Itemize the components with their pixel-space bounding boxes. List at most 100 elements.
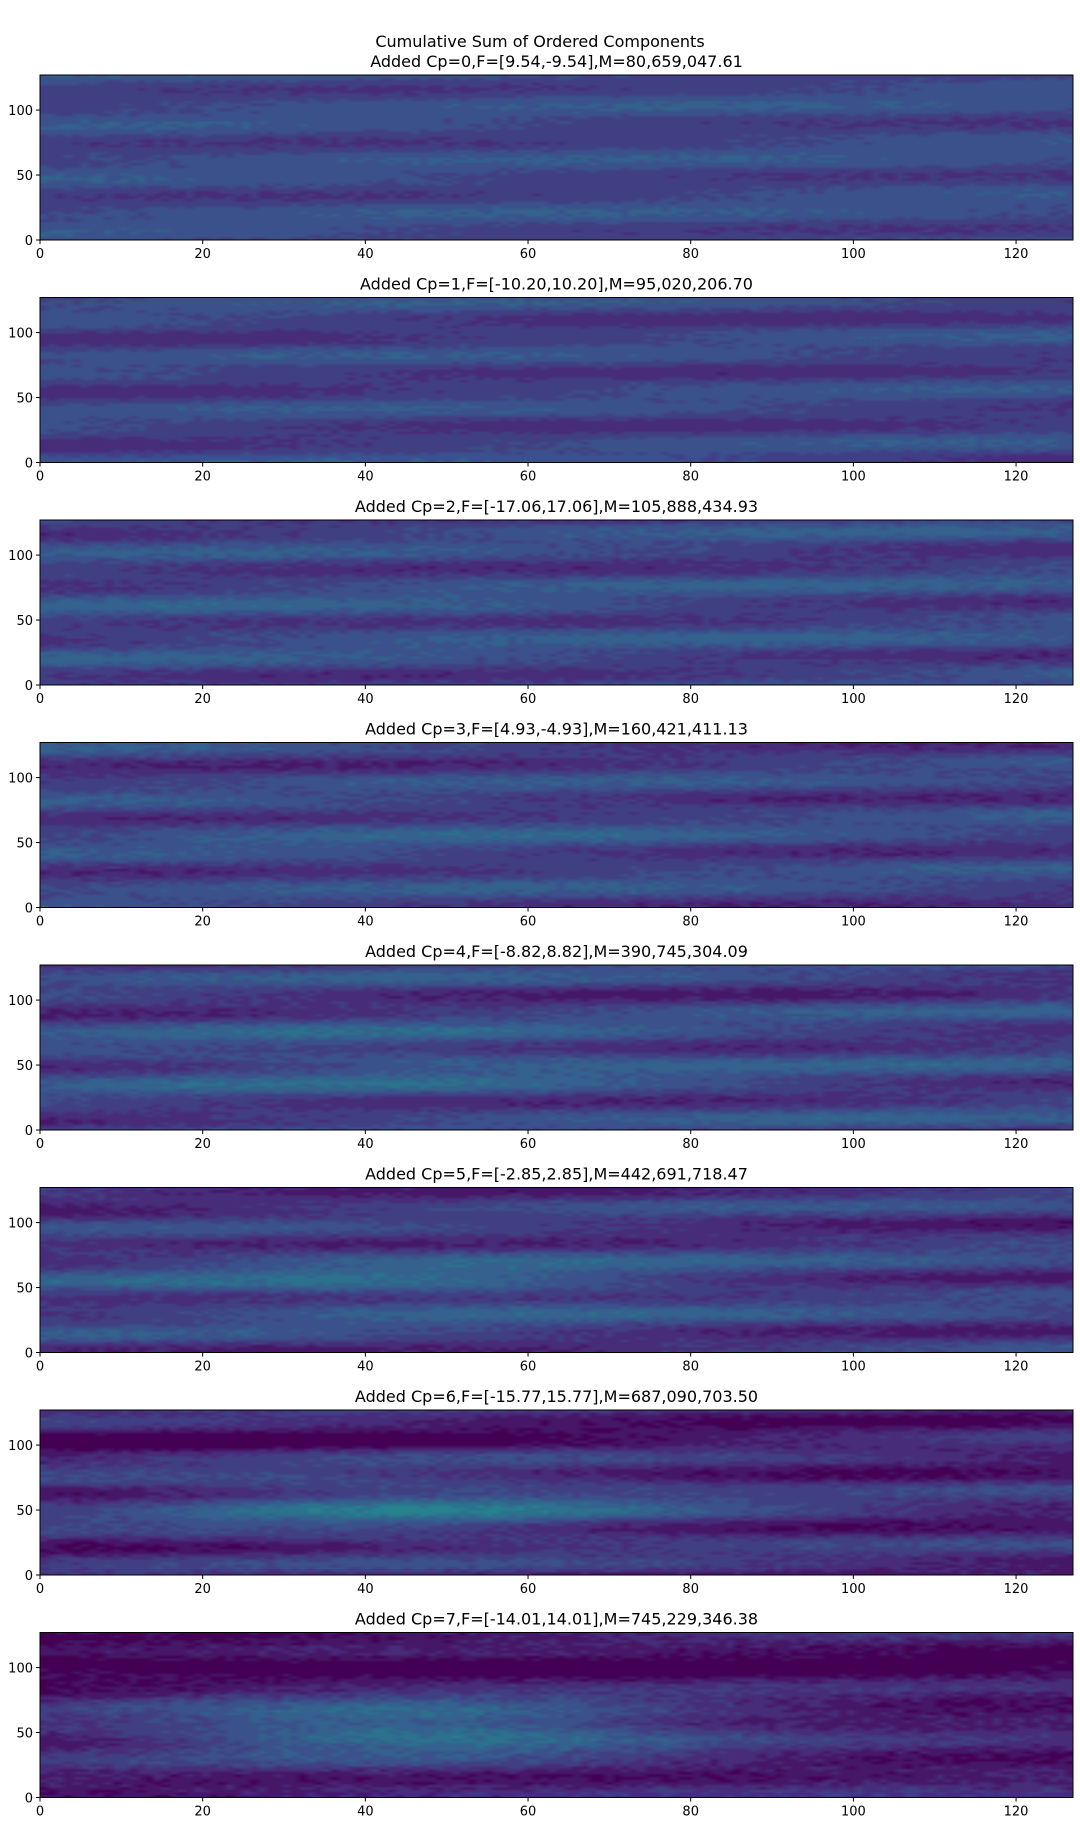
- y-tick-label: 50: [16, 837, 33, 852]
- y-tick-label: 0: [25, 1124, 33, 1139]
- y-tick-label: 100: [8, 1439, 33, 1454]
- y-tick-label: 0: [25, 1792, 33, 1807]
- subplot-title: Added Cp=5,F=[-2.85,2.85],M=442,691,718.…: [365, 1165, 748, 1184]
- subplot-title: Added Cp=1,F=[-10.20,10.20],M=95,020,206…: [360, 275, 753, 294]
- y-tick-label: 50: [16, 392, 33, 407]
- heatmap-image: [40, 965, 1073, 1130]
- y-tick-label: 100: [8, 327, 33, 342]
- x-tick-label: 120: [1004, 915, 1029, 930]
- subplot-7: Added Cp=7,F=[-14.01,14.01],M=745,229,34…: [8, 1610, 1074, 1820]
- x-tick-label: 60: [520, 247, 537, 262]
- subplot-title: Added Cp=3,F=[4.93,-4.93],M=160,421,411.…: [365, 720, 748, 739]
- subplot-title: Added Cp=7,F=[-14.01,14.01],M=745,229,34…: [355, 1610, 758, 1629]
- x-tick-label: 100: [841, 247, 866, 262]
- x-tick-label: 80: [682, 1360, 699, 1375]
- axes-frame: [39, 964, 1074, 1131]
- y-tick-label: 50: [16, 169, 33, 184]
- x-tick-label: 100: [841, 1805, 866, 1820]
- x-tick-label: 40: [357, 247, 374, 262]
- axes-frame: [39, 1187, 1074, 1353]
- x-tick-label: 20: [194, 692, 211, 707]
- x-tick-label: 60: [520, 1805, 537, 1820]
- y-tick-label: 100: [8, 1662, 33, 1677]
- x-tick-label: 40: [357, 1805, 374, 1820]
- x-tick-label: 100: [841, 470, 866, 485]
- y-tick-label: 100: [8, 549, 33, 564]
- x-tick-label: 20: [194, 470, 211, 485]
- x-tick-label: 80: [682, 692, 699, 707]
- x-tick-label: 80: [682, 1805, 699, 1820]
- x-tick-label: 80: [682, 470, 699, 485]
- x-tick-label: 80: [682, 915, 699, 930]
- y-tick-label: 0: [25, 1569, 33, 1584]
- y-tick-label: 50: [16, 614, 33, 629]
- x-tick-label: 0: [36, 247, 44, 262]
- y-tick-label: 0: [25, 234, 33, 249]
- x-tick-label: 120: [1004, 692, 1029, 707]
- axes-frame: [39, 1409, 1074, 1576]
- heatmap-image: [40, 75, 1073, 240]
- x-tick-label: 80: [682, 247, 699, 262]
- y-tick-label: 0: [25, 679, 33, 694]
- y-tick-label: 0: [25, 457, 33, 472]
- heatmap-image: [40, 297, 1073, 463]
- x-tick-label: 100: [841, 1137, 866, 1152]
- x-tick-label: 0: [36, 692, 44, 707]
- x-tick-label: 20: [194, 1137, 211, 1152]
- y-tick-label: 0: [25, 902, 33, 917]
- subplot-4: Added Cp=4,F=[-8.82,8.82],M=390,745,304.…: [8, 942, 1074, 1152]
- x-tick-label: 40: [357, 1582, 374, 1597]
- y-tick-label: 50: [16, 1282, 33, 1297]
- x-tick-label: 100: [841, 692, 866, 707]
- x-tick-label: 120: [1004, 1360, 1029, 1375]
- x-tick-label: 40: [357, 692, 374, 707]
- x-tick-label: 100: [841, 1582, 866, 1597]
- x-tick-label: 0: [36, 470, 44, 485]
- x-tick-label: 0: [36, 915, 44, 930]
- x-tick-label: 60: [520, 692, 537, 707]
- x-tick-label: 60: [520, 1582, 537, 1597]
- subplot-5: Added Cp=5,F=[-2.85,2.85],M=442,691,718.…: [8, 1165, 1074, 1375]
- x-tick-label: 60: [520, 915, 537, 930]
- x-tick-label: 120: [1004, 247, 1029, 262]
- x-tick-label: 20: [194, 1360, 211, 1375]
- x-tick-label: 20: [194, 247, 211, 262]
- x-tick-label: 40: [357, 1137, 374, 1152]
- y-tick-label: 50: [16, 1504, 33, 1519]
- x-tick-label: 100: [841, 915, 866, 930]
- x-tick-label: 60: [520, 1137, 537, 1152]
- axes-frame: [39, 519, 1074, 686]
- x-tick-label: 20: [194, 915, 211, 930]
- axes-frame: [39, 297, 1074, 463]
- subplot-title: Added Cp=6,F=[-15.77,15.77],M=687,090,70…: [355, 1387, 758, 1406]
- x-tick-label: 100: [841, 1360, 866, 1375]
- x-tick-label: 0: [36, 1582, 44, 1597]
- x-tick-label: 20: [194, 1582, 211, 1597]
- x-tick-label: 0: [36, 1360, 44, 1375]
- x-tick-label: 20: [194, 1805, 211, 1820]
- subplot-0: Added Cp=0,F=[9.54,-9.54],M=80,659,047.6…: [8, 52, 1074, 262]
- y-tick-label: 100: [8, 104, 33, 119]
- subplot-6: Added Cp=6,F=[-15.77,15.77],M=687,090,70…: [8, 1387, 1074, 1597]
- y-tick-label: 50: [16, 1059, 33, 1074]
- x-tick-label: 60: [520, 470, 537, 485]
- y-tick-label: 50: [16, 1727, 33, 1742]
- axes-frame: [39, 74, 1074, 241]
- heatmap-image: [40, 520, 1073, 685]
- subplot-1: Added Cp=1,F=[-10.20,10.20],M=95,020,206…: [8, 275, 1074, 485]
- subplot-title: Added Cp=0,F=[9.54,-9.54],M=80,659,047.6…: [370, 52, 743, 71]
- x-tick-label: 80: [682, 1582, 699, 1597]
- x-tick-label: 120: [1004, 1137, 1029, 1152]
- x-tick-label: 0: [36, 1805, 44, 1820]
- axes-frame: [39, 742, 1074, 908]
- heatmap-image: [40, 742, 1073, 908]
- heatmap-image: [40, 1410, 1073, 1575]
- subplot-title: Added Cp=2,F=[-17.06,17.06],M=105,888,43…: [355, 497, 758, 516]
- heatmap-image: [40, 1632, 1073, 1798]
- heatmap-image: [40, 1187, 1073, 1353]
- x-tick-label: 120: [1004, 1805, 1029, 1820]
- x-tick-label: 60: [520, 1360, 537, 1375]
- axes-frame: [39, 1632, 1074, 1798]
- x-tick-label: 40: [357, 1360, 374, 1375]
